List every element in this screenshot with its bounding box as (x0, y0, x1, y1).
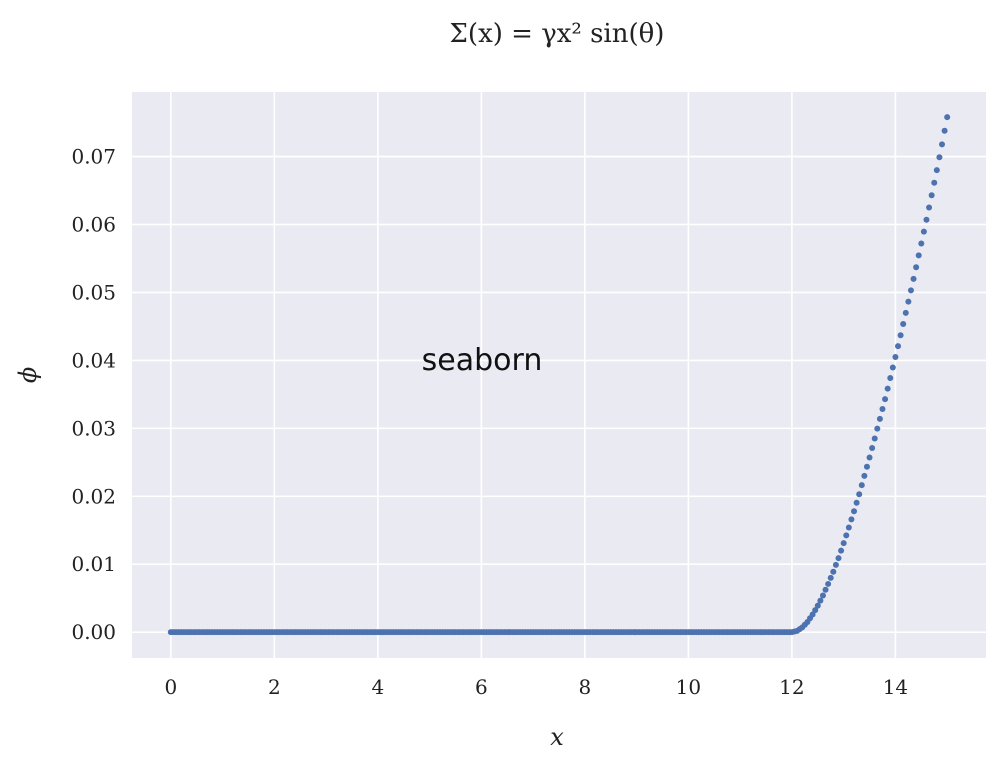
data-point (838, 547, 845, 554)
x-axis-label: x (550, 723, 564, 751)
data-point (931, 179, 938, 186)
y-tick-label: 0.04 (71, 348, 116, 372)
data-point (923, 216, 930, 223)
data-point (814, 602, 821, 609)
data-point (879, 405, 886, 412)
data-point (897, 332, 904, 339)
data-point (876, 415, 883, 422)
x-tick-labels: 0 2 4 6 8 10 12 14 (164, 675, 908, 699)
data-point (822, 586, 829, 593)
data-point (819, 592, 826, 599)
data-point (866, 454, 873, 461)
data-point (902, 309, 909, 316)
data-point (895, 343, 902, 350)
x-tick-label: 8 (579, 675, 592, 699)
data-point (863, 463, 870, 470)
data-point (918, 240, 925, 247)
data-point (887, 375, 894, 382)
data-point (835, 555, 842, 562)
data-point (941, 127, 948, 134)
data-point (926, 204, 933, 211)
data-point (856, 491, 863, 498)
x-tick-label: 0 (164, 675, 177, 699)
data-point (928, 192, 935, 199)
data-point (858, 482, 865, 489)
data-point (812, 607, 819, 614)
data-point (913, 264, 920, 271)
data-point (845, 524, 852, 531)
data-point (861, 472, 868, 479)
data-point (889, 364, 896, 371)
data-point (817, 597, 824, 604)
data-point (936, 154, 943, 161)
data-point (869, 445, 876, 452)
data-point (825, 580, 832, 587)
data-point (830, 568, 837, 575)
annotation-text: seaborn (422, 343, 543, 378)
plot-area (132, 92, 986, 658)
y-tick-label: 0.01 (71, 552, 116, 576)
grid (132, 92, 986, 658)
data-point (853, 499, 860, 506)
data-point (900, 321, 907, 328)
x-tick-label: 12 (779, 675, 804, 699)
y-tick-labels: 0.00 0.01 0.02 0.03 0.04 0.05 0.06 0.07 (71, 145, 116, 645)
data-point (892, 353, 899, 360)
data-point (907, 287, 914, 294)
data-point (874, 425, 881, 432)
y-tick-label: 0.03 (71, 416, 116, 440)
data-point (920, 228, 927, 235)
chart-title: Σ(x) = γx² sin(θ) (450, 19, 665, 49)
data-point (840, 540, 847, 547)
y-tick-label: 0.00 (71, 620, 116, 644)
x-tick-label: 14 (883, 675, 908, 699)
y-axis-label: ϕ (14, 367, 42, 383)
data-point (884, 385, 891, 392)
y-tick-label: 0.07 (71, 145, 116, 169)
data-point (832, 561, 839, 568)
data-point (915, 252, 922, 259)
data-point (809, 611, 816, 618)
data-point (848, 516, 855, 523)
y-tick-label: 0.06 (71, 212, 116, 236)
x-tick-label: 4 (371, 675, 384, 699)
data-point (939, 141, 946, 148)
data-point (843, 532, 850, 539)
data-point (910, 275, 917, 282)
data-point (944, 114, 951, 121)
data-point (882, 396, 889, 403)
y-tick-label: 0.05 (71, 280, 116, 304)
x-tick-label: 6 (475, 675, 488, 699)
data-point (851, 508, 858, 515)
data-point (871, 435, 878, 442)
x-tick-label: 10 (676, 675, 701, 699)
data-point (905, 298, 912, 305)
x-tick-label: 2 (268, 675, 281, 699)
data-points (167, 114, 951, 636)
data-point (933, 167, 940, 174)
y-tick-label: 0.02 (71, 484, 116, 508)
data-point (827, 574, 834, 581)
